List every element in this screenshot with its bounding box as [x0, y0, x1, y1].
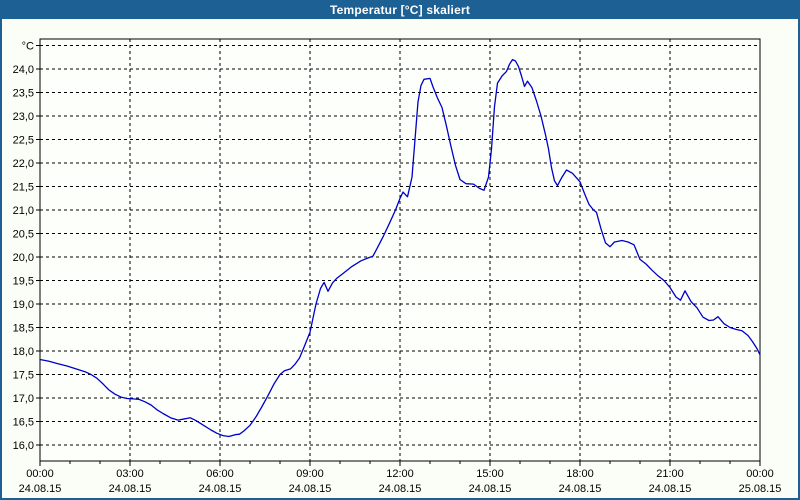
y-axis-label: 22,0: [13, 158, 34, 170]
x-axis-date-label: 24.08.15: [469, 483, 512, 495]
y-axis-label: 22,5: [13, 135, 34, 147]
y-axis-label: 17,0: [13, 393, 34, 405]
y-axis-label: 16,0: [13, 440, 34, 452]
x-axis-date-label: 24.08.15: [19, 483, 62, 495]
y-axis-label: 19,5: [13, 276, 34, 288]
x-axis-time-label: 03:00: [116, 468, 144, 480]
x-axis-date-label: 24.08.15: [649, 483, 692, 495]
x-axis-time-label: 00:00: [26, 468, 54, 480]
x-axis-date-label: 24.08.15: [559, 483, 602, 495]
y-axis-label: 21,5: [13, 182, 34, 194]
y-axis-label: 18,5: [13, 323, 34, 335]
y-axis-label: 21,0: [13, 205, 34, 217]
y-axis-label: 16,5: [13, 417, 34, 429]
y-axis-label: 19,0: [13, 299, 34, 311]
y-axis-label: 18,0: [13, 346, 34, 358]
y-axis-label: 24,0: [13, 64, 34, 76]
x-axis-time-label: 09:00: [296, 468, 324, 480]
x-axis-date-label: 24.08.15: [199, 483, 242, 495]
temperature-line: [39, 58, 761, 438]
x-axis-time-label: 15:00: [476, 468, 504, 480]
window-title: Temperatur [°C] skaliert: [329, 2, 471, 17]
x-axis-time-label: 12:00: [386, 468, 414, 480]
x-axis-time-label: 21:00: [656, 468, 684, 480]
y-axis-label: 17,5: [13, 370, 34, 382]
title-bar: Temperatur [°C] skaliert: [0, 0, 800, 19]
y-axis-label: 23,5: [13, 88, 34, 100]
y-axis-label: 20,5: [13, 229, 34, 241]
x-axis-time-label: 00:00: [746, 468, 774, 480]
x-axis-time-label: 18:00: [566, 468, 594, 480]
x-axis-date-label: 24.08.15: [109, 483, 152, 495]
x-axis-date-label: 24.08.15: [289, 483, 332, 495]
y-axis-label: 20,0: [13, 252, 34, 264]
x-axis-time-label: 06:00: [206, 468, 234, 480]
x-axis-date-label: 25.08.15: [739, 483, 782, 495]
y-axis-unit-label: °C: [22, 41, 34, 53]
y-axis-label: 23,0: [13, 111, 34, 123]
x-axis-date-label: 24.08.15: [379, 483, 422, 495]
